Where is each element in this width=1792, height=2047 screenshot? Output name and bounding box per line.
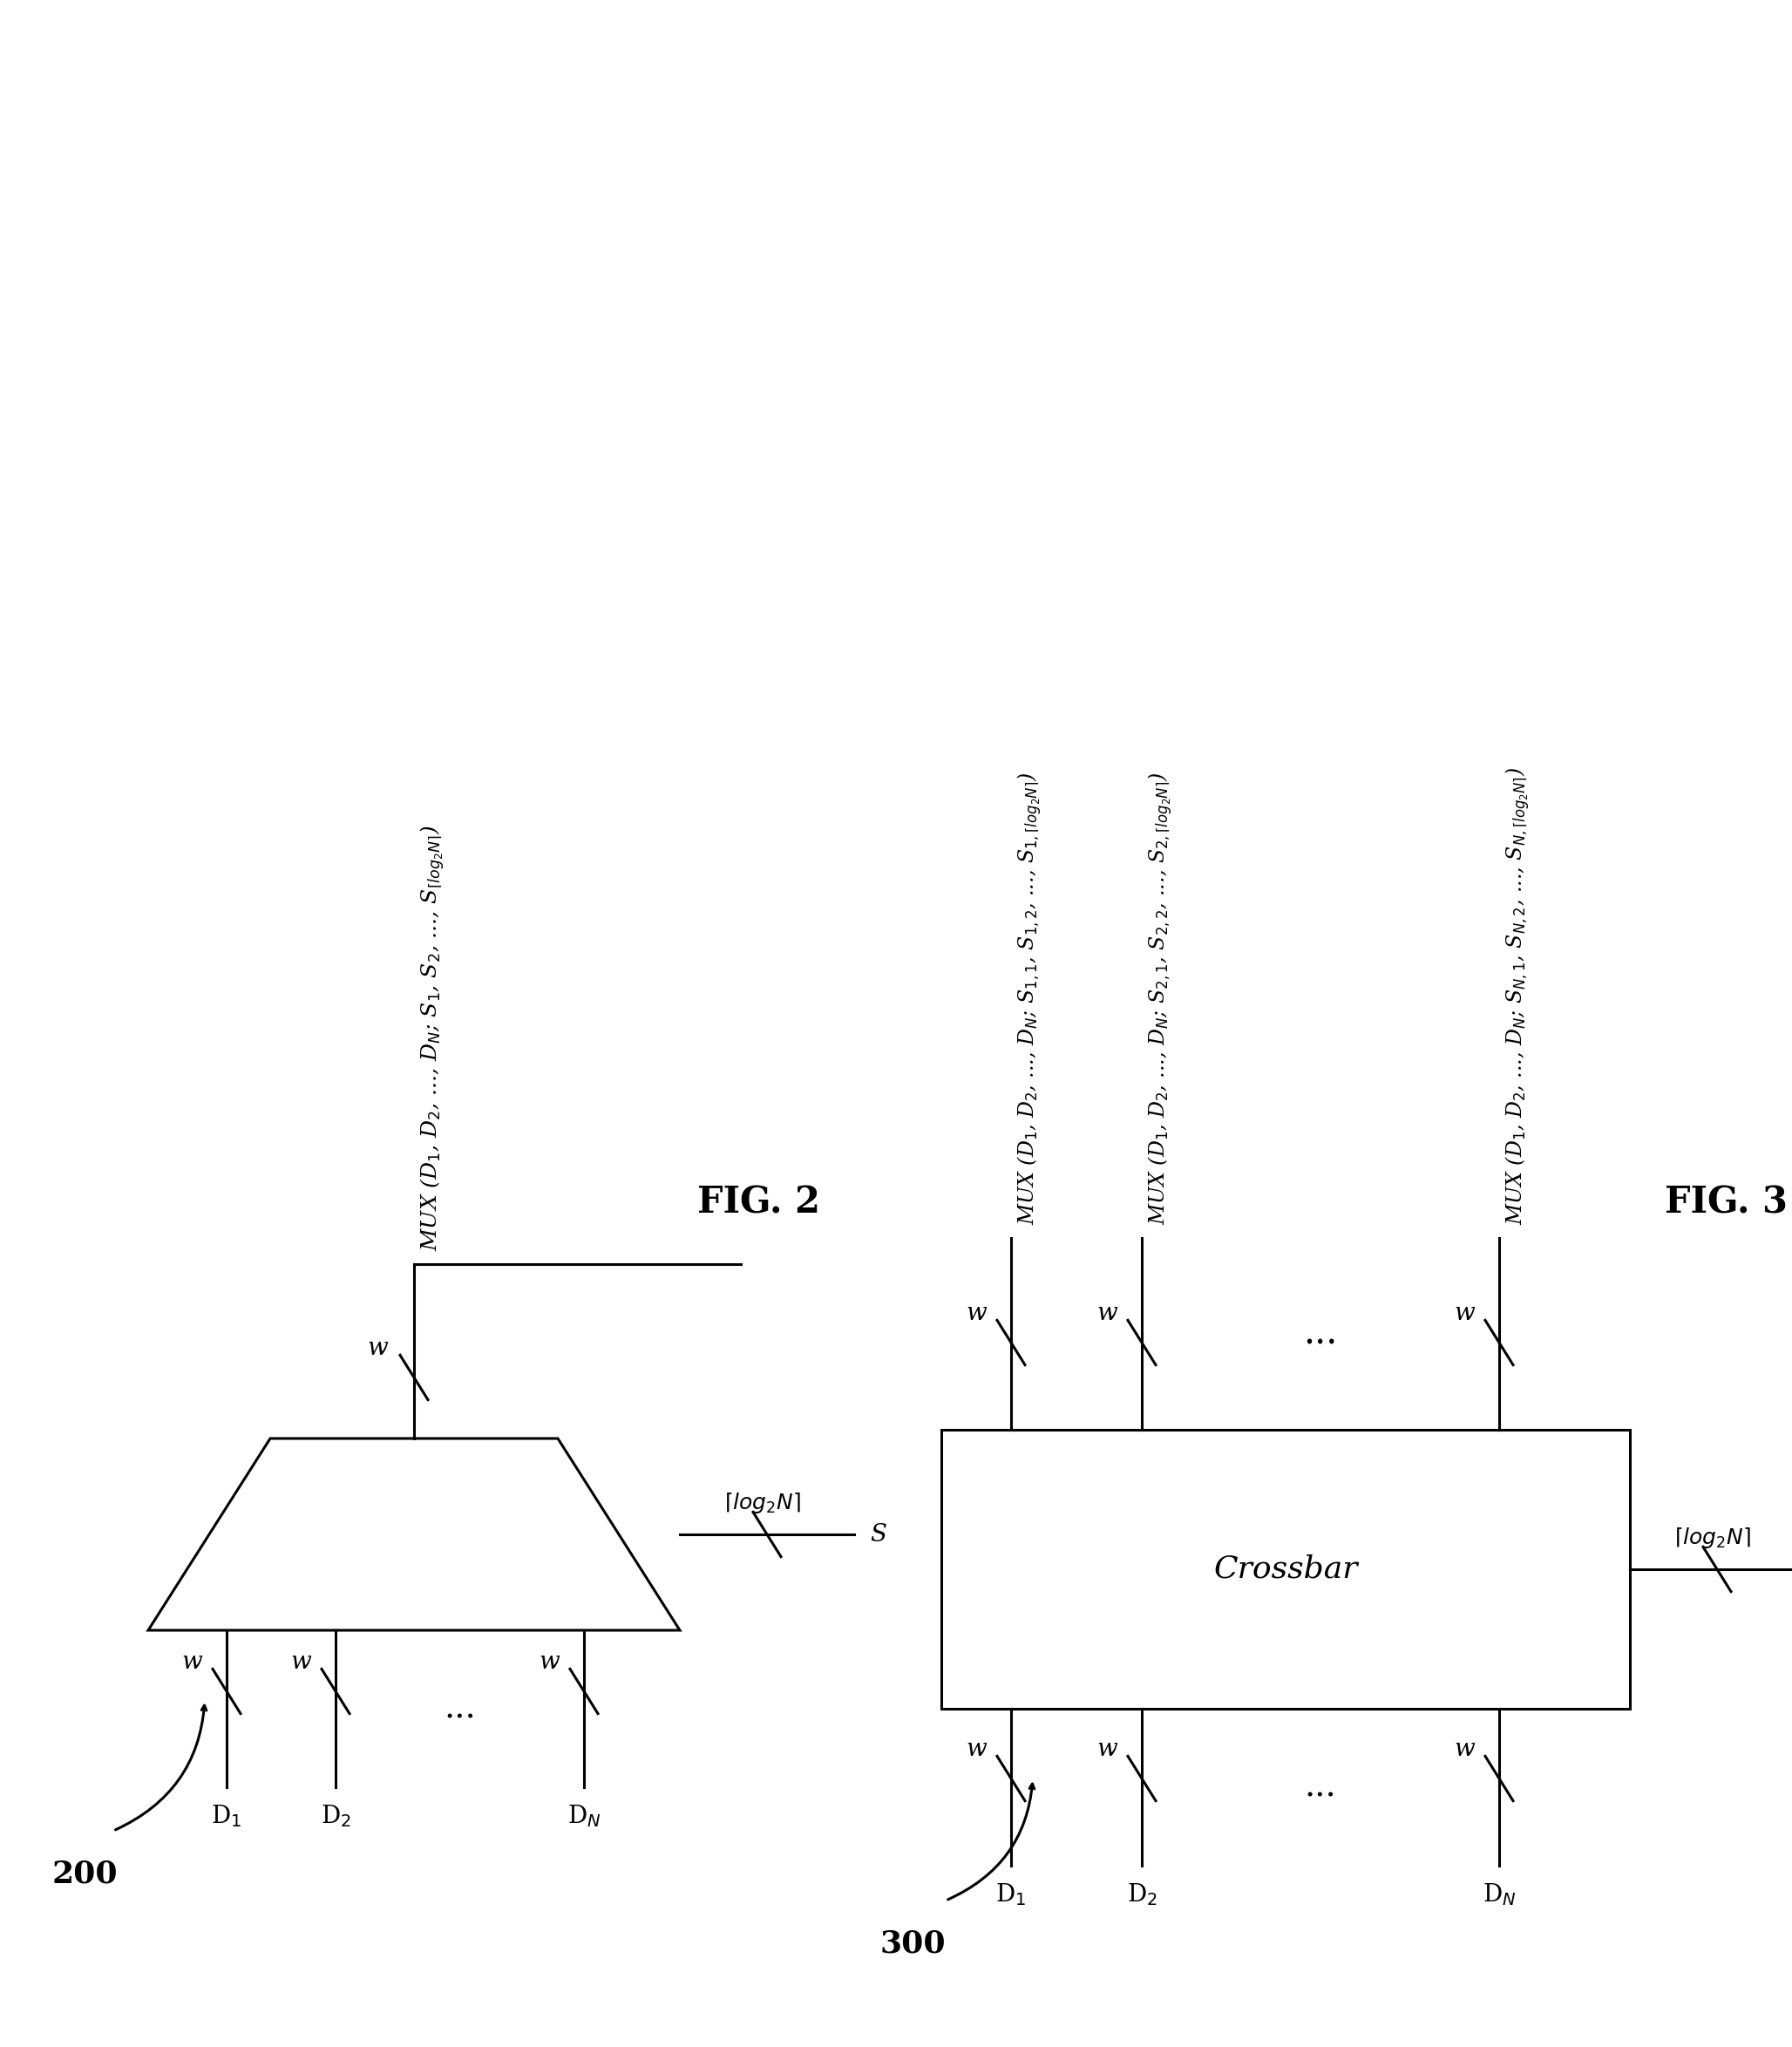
Text: w: w bbox=[181, 1650, 202, 1674]
Text: MUX (D$_1$, D$_2$, ..., D$_N$; S$_{N,1}$, S$_{N,2}$, ..., S$_{N,\lceil log_2 N\r: MUX (D$_1$, D$_2$, ..., D$_N$; S$_{N,1}$… bbox=[1503, 768, 1530, 1224]
Text: MUX (D$_1$, D$_2$, ..., D$_N$; S$_{2,1}$, S$_{2,2}$, ..., S$_{2,\lceil log_2 N\r: MUX (D$_1$, D$_2$, ..., D$_N$; S$_{2,1}$… bbox=[1147, 772, 1174, 1224]
Bar bbox=[941, 1429, 1631, 1709]
Text: D$_1$: D$_1$ bbox=[211, 1803, 242, 1828]
Text: w: w bbox=[1453, 1738, 1475, 1760]
Text: w: w bbox=[290, 1650, 312, 1674]
Text: D$_1$: D$_1$ bbox=[996, 1881, 1027, 1908]
Text: S: S bbox=[869, 1523, 887, 1545]
Text: ...: ... bbox=[1303, 1316, 1337, 1353]
Text: w: w bbox=[367, 1337, 387, 1359]
Text: $\lceil log_2 N\rceil$: $\lceil log_2 N\rceil$ bbox=[724, 1490, 801, 1515]
Text: w: w bbox=[1097, 1302, 1118, 1324]
Text: ...: ... bbox=[1305, 1771, 1337, 1803]
Text: 200: 200 bbox=[52, 1859, 118, 1889]
Text: D$_N$: D$_N$ bbox=[566, 1803, 600, 1828]
Text: MUX (D$_1$, D$_2$, ..., D$_N$; S$_1$, S$_2$, ..., S$_{\lceil log_2 N\rceil}$): MUX (D$_1$, D$_2$, ..., D$_N$; S$_1$, S$… bbox=[418, 825, 446, 1251]
Text: Crossbar: Crossbar bbox=[1213, 1554, 1358, 1584]
Text: w: w bbox=[539, 1650, 559, 1674]
Text: ...: ... bbox=[444, 1693, 477, 1726]
Text: FIG. 3: FIG. 3 bbox=[1665, 1185, 1787, 1222]
Text: w: w bbox=[1097, 1738, 1118, 1760]
Text: w: w bbox=[1453, 1302, 1475, 1324]
Text: MUX (D$_1$, D$_2$, ..., D$_N$; S$_{1,1}$, S$_{1,2}$, ..., S$_{1,\lceil log_2 N\r: MUX (D$_1$, D$_2$, ..., D$_N$; S$_{1,1}$… bbox=[1016, 772, 1043, 1224]
Text: D$_2$: D$_2$ bbox=[1127, 1881, 1158, 1908]
Text: w: w bbox=[966, 1302, 987, 1324]
Text: 300: 300 bbox=[880, 1930, 946, 1959]
Text: w: w bbox=[966, 1738, 987, 1760]
Text: D$_N$: D$_N$ bbox=[1482, 1881, 1516, 1908]
Text: D$_2$: D$_2$ bbox=[321, 1803, 351, 1828]
Text: FIG. 2: FIG. 2 bbox=[697, 1185, 819, 1222]
Text: $\lceil log_2 N\rceil$: $\lceil log_2 N\rceil$ bbox=[1674, 1525, 1751, 1550]
